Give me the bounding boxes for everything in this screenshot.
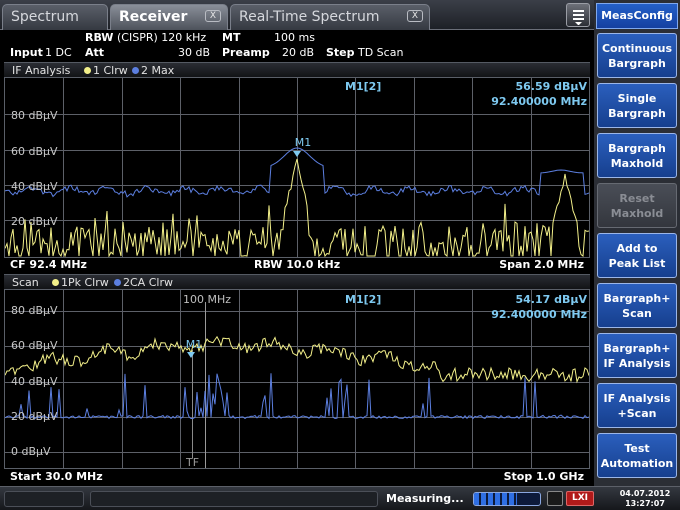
date-time: 04.07.2012 13:27:07 (614, 489, 676, 509)
tab-label: Spectrum (11, 9, 79, 25)
marker-level: 54.17 dBµV (515, 293, 588, 306)
tab-spectrum[interactable]: Spectrum (2, 4, 108, 30)
status-date: 04.07.2012 (619, 489, 671, 498)
marker-tag: M1 (185, 338, 203, 351)
scan-title-bar: Scan 1Pk Clrw 2CA Clrw (4, 274, 590, 289)
scan-svg (5, 290, 589, 468)
remote-icon[interactable] (547, 491, 563, 506)
trace-2-dot-icon (114, 279, 121, 286)
att-value: 30 dB (178, 46, 211, 59)
if-analysis-title-bar: IF Analysis 1 Clrw 2 Max (4, 62, 590, 77)
status-segment (90, 491, 378, 507)
y-tick: 40 dBµV (11, 180, 58, 193)
preamp-value: 20 dB (282, 46, 315, 59)
y-tick: 20 dBµV (11, 410, 58, 423)
span: Span 2.0 MHz (499, 258, 584, 271)
att-label: Att (85, 46, 105, 59)
status-bar: Measuring... LXI 04.07.2012 13:27:07 (0, 486, 680, 510)
y-tick: 80 dBµV (11, 109, 58, 122)
marker-level: 56.59 dBµV (515, 80, 588, 93)
status-message: Measuring... (386, 492, 464, 505)
reset-maxhold-button[interactable]: Reset Maxhold (597, 183, 677, 228)
menu-icon[interactable] (566, 3, 590, 27)
legend-trace-1: 1Pk Clrw (52, 276, 109, 289)
y-tick: 20 dBµV (11, 215, 58, 228)
rbw-value: (CISPR) 120 kHz (117, 31, 207, 44)
input-label: Input (10, 46, 43, 59)
tab-receiver[interactable]: Receiver X (110, 4, 228, 30)
step-value: TD Scan (358, 46, 404, 59)
bargraph-scan-button[interactable]: Bargraph+ Scan (597, 283, 677, 328)
trace-2-dot-icon (132, 67, 139, 74)
mt-label: MT (222, 31, 241, 44)
bargraph-maxhold-button[interactable]: Bargraph Maxhold (597, 133, 677, 178)
trace-2-line (5, 373, 589, 420)
scan-plot[interactable]: 80 dBµV 60 dBµV 40 dBµV 20 dBµV 0 dBµV 1… (4, 289, 590, 469)
softkey-panel: MeasConfig Continuous Bargraph Single Ba… (594, 0, 680, 486)
sweep-progress-bar (473, 492, 541, 506)
if-analysis-svg (5, 78, 589, 257)
single-bargraph-button[interactable]: Single Bargraph (597, 83, 677, 128)
if-analysis-scan-button[interactable]: IF Analysis +Scan (597, 383, 677, 428)
mt-value: 100 ms (274, 31, 315, 44)
close-icon[interactable]: X (407, 10, 423, 22)
y-tick: 60 dBµV (11, 145, 58, 158)
marker-triangle-icon (293, 151, 301, 157)
y-tick: 40 dBµV (11, 375, 58, 388)
center-frequency: CF 92.4 MHz (10, 258, 87, 271)
trace-1-dot-icon (52, 279, 59, 286)
tab-label: Receiver (119, 9, 188, 25)
lxi-icon[interactable]: LXI (566, 491, 594, 506)
trace-1-line (5, 158, 589, 257)
if-analysis-plot[interactable]: 80 dBµV 60 dBµV 40 dBµV 20 dBµV M1[2] 56… (4, 77, 590, 258)
trace-1-dot-icon (84, 67, 91, 74)
start-frequency: Start 30.0 MHz (10, 470, 103, 483)
marker-name: M1[2] (345, 293, 382, 306)
marker-triangle-icon (187, 352, 195, 358)
tf-label: TF (186, 456, 200, 469)
input-value: 1 DC (45, 46, 72, 59)
continuous-bargraph-button[interactable]: Continuous Bargraph (597, 33, 677, 78)
status-time: 13:27:07 (625, 499, 665, 508)
y-tick: 80 dBµV (11, 304, 58, 317)
legend-trace-1: 1 Clrw (84, 64, 128, 77)
marker-name: M1[2] (345, 80, 382, 93)
softkey-menu-title: MeasConfig (596, 3, 678, 29)
status-segment (4, 491, 84, 507)
marker-frequency: 92.400000 MHz (491, 95, 587, 108)
step-label: Step (326, 46, 355, 59)
close-icon[interactable]: X (205, 10, 221, 22)
if-analysis-title: IF Analysis (12, 64, 71, 77)
bargraph-if-analysis-button[interactable]: Bargraph+ IF Analysis (597, 333, 677, 378)
trace-2-line (5, 147, 589, 198)
stop-frequency: Stop 1.0 GHz (503, 470, 584, 483)
scan-title: Scan (12, 276, 39, 289)
preamp-label: Preamp (222, 46, 270, 59)
rbw-label: RBW (85, 31, 114, 44)
legend-trace-2: 2 Max (132, 64, 174, 77)
if-analysis-footer: CF 92.4 MHz RBW 10.0 kHz Span 2.0 MHz (4, 258, 590, 272)
y-tick: 60 dBµV (11, 339, 58, 352)
add-to-peak-list-button[interactable]: Add to Peak List (597, 233, 677, 278)
trace-1-line (5, 335, 589, 384)
y-tick: 0 dBµV (11, 445, 51, 458)
marker-frequency: 92.400000 MHz (491, 308, 587, 321)
progress-fill (474, 493, 517, 505)
tab-bar: Spectrum Receiver X Real-Time Spectrum X (0, 0, 594, 30)
resolution-bandwidth: RBW 10.0 kHz (254, 258, 341, 271)
marker-tag: M1 (294, 136, 312, 149)
legend-trace-2: 2CA Clrw (114, 276, 173, 289)
test-automation-button[interactable]: Test Automation (597, 433, 677, 478)
settings-panel: RBW (CISPR) 120 kHz MT 100 ms Input 1 DC… (0, 30, 594, 62)
frequency-line-label: 100 MHz (183, 293, 232, 306)
tab-label: Real-Time Spectrum (239, 9, 380, 25)
tab-real-time-spectrum[interactable]: Real-Time Spectrum X (230, 4, 430, 30)
scan-footer: Start 30.0 MHz Stop 1.0 GHz (4, 470, 590, 484)
